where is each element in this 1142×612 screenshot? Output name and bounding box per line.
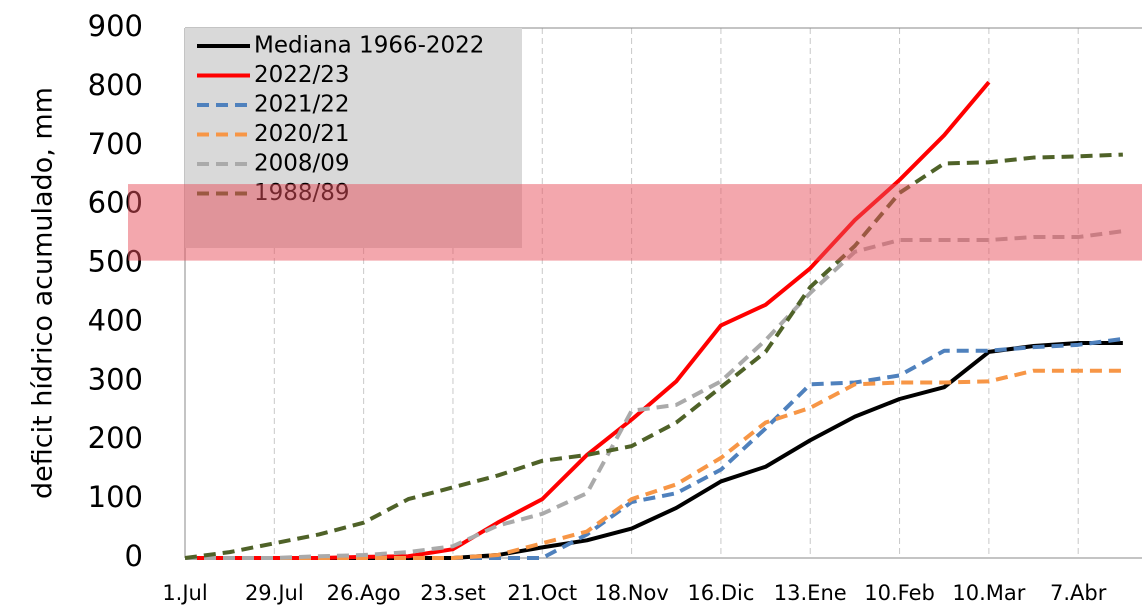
y-tick-label: 900 [88, 9, 143, 43]
legend-label: 2022/23 [254, 62, 350, 88]
legend-label: 2008/09 [254, 151, 350, 177]
legend-label: 2021/22 [254, 92, 350, 118]
x-tick-label: 21.Oct [507, 581, 577, 605]
series-line [185, 229, 1124, 560]
y-tick-label: 300 [88, 362, 143, 396]
band [128, 184, 1142, 261]
x-tick-label: 10.Feb [864, 581, 935, 605]
x-tick-label: 16.Dic [687, 581, 754, 605]
legend-label: Mediana 1966-2022 [254, 33, 484, 59]
x-tick-label: 26.Ago [327, 581, 401, 605]
x-tick-label: 7.Abr [1050, 581, 1107, 605]
y-tick-label: 0 [125, 539, 143, 573]
series-line [184, 152, 1123, 560]
y-tick-label: 400 [88, 303, 143, 337]
series-line [185, 341, 1123, 560]
y-axis-label: deficit hídrico acumulado, mm [28, 87, 59, 499]
x-tick-label: 13.Ene [774, 581, 847, 605]
x-tick-label: 18.Nov [594, 581, 668, 605]
x-tick-label: 10.Mar [952, 581, 1025, 605]
y-tick-label: 800 [88, 68, 143, 102]
x-tick-label: 29.Jul [245, 581, 304, 605]
x-tick-label: 1.Jul [162, 581, 207, 605]
x-tick-label: 23.set [420, 581, 486, 605]
y-tick-label: 200 [88, 421, 143, 455]
series-line [185, 368, 1123, 560]
legend-label: 2020/21 [254, 121, 350, 147]
y-tick-label: 700 [88, 127, 143, 161]
series-line [185, 336, 1124, 560]
y-tick-label: 100 [88, 480, 143, 514]
